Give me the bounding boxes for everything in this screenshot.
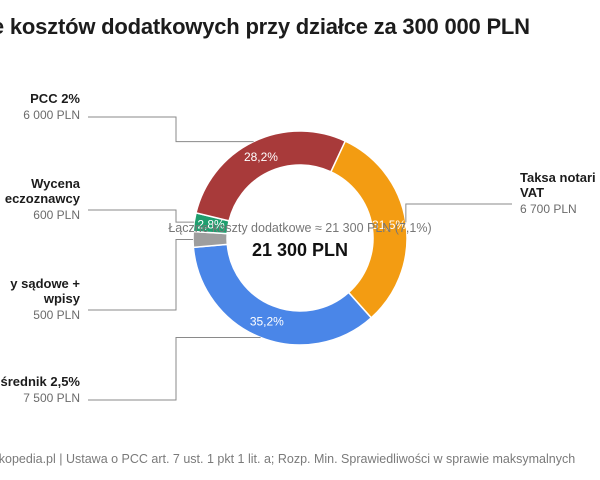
slice-name-label: Wycena xyxy=(31,176,81,191)
slice-name-label: średnik 2,5% xyxy=(1,374,81,389)
slice-name-label: PCC 2% xyxy=(30,91,80,106)
slice-5 xyxy=(195,130,347,222)
slice-name-label: VAT xyxy=(520,185,544,200)
slice-value-label: 600 PLN xyxy=(33,208,80,222)
slice-2 xyxy=(192,243,373,346)
slice-pct-label: 28,2% xyxy=(244,150,278,164)
leader-line xyxy=(88,116,254,143)
leader-line xyxy=(405,203,512,223)
slice-pct-label: 35,2% xyxy=(250,315,284,329)
leader-line xyxy=(88,209,195,223)
leader-line xyxy=(88,238,194,311)
slice-name-label: y sądowe + xyxy=(10,276,80,291)
slice-value-label: 7 500 PLN xyxy=(23,391,80,405)
slice-value-label: 6 000 PLN xyxy=(23,108,80,122)
leader-line xyxy=(88,336,261,401)
chart-title: ie kosztów dodatkowych przy działce za 3… xyxy=(0,14,530,39)
slice-name-label: Taksa notari xyxy=(520,170,596,185)
slice-pct-label: 2,8% xyxy=(197,218,225,232)
slice-name-label: wpisy xyxy=(43,291,81,306)
source-note: lkopedia.pl | Ustawa o PCC art. 7 ust. 1… xyxy=(0,452,576,466)
slice-pct-label: 31,5% xyxy=(372,218,406,232)
center-note: Łączne koszty dodatkowe ≈ 21 300 PLN (7,… xyxy=(168,221,431,235)
center-total: 21 300 PLN xyxy=(252,240,348,260)
slice-value-label: 6 700 PLN xyxy=(520,202,577,216)
slice-name-label: eczoznawcy xyxy=(5,191,81,206)
slice-value-label: 500 PLN xyxy=(33,308,80,322)
